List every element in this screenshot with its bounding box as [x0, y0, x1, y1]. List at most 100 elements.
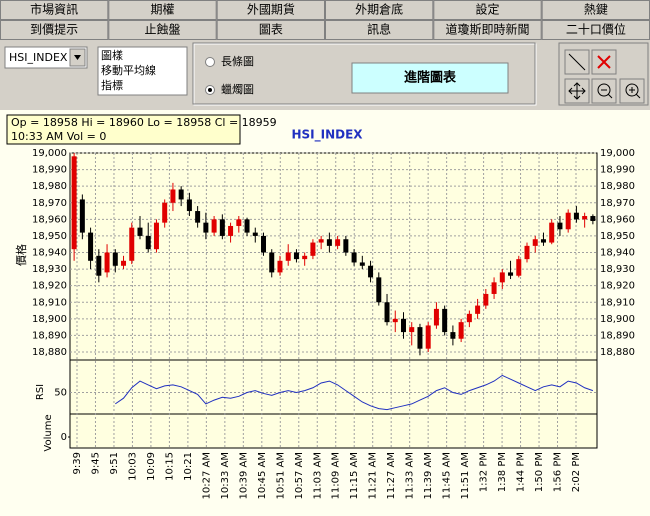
candle-body [318, 239, 324, 243]
candle-body [392, 318, 398, 323]
x-tick-label: 10:09 [146, 452, 157, 481]
x-tick-label: 9:39 [72, 452, 83, 474]
candle-body [458, 322, 464, 339]
candle-body [302, 255, 308, 260]
x-tick-label: 10:21 [183, 452, 194, 481]
candle-body [475, 305, 481, 314]
chart-title: HSI_INDEX [291, 128, 363, 143]
tab[interactable] [433, 0, 542, 20]
candle-body [335, 239, 341, 246]
candle-body [343, 239, 349, 253]
candle-body [491, 282, 497, 294]
y-tick-label: 18,900 [32, 314, 67, 325]
x-tick-label: 10:15 [164, 452, 175, 481]
x-tick-label: 10:03 [127, 452, 138, 481]
list-item[interactable]: 指標 [101, 78, 123, 92]
candle-body [409, 327, 415, 333]
icon [568, 53, 586, 71]
y-tick-label: 18,880 [32, 347, 67, 358]
candle-body [417, 327, 423, 349]
listbox[interactable] [97, 46, 188, 96]
icon [597, 83, 611, 97]
tab[interactable] [0, 20, 109, 40]
x-tick-label: 11:51 AM [460, 452, 471, 499]
tab-label[interactable]: 市場資訊 [30, 2, 78, 17]
tab-label[interactable]: 到價提示 [30, 22, 78, 37]
y2-tick-label: 18,940 [600, 248, 635, 259]
y-tick-label: 18,930 [32, 264, 67, 275]
candle-body [293, 252, 299, 260]
candle-body [549, 222, 555, 243]
tab-label[interactable]: 訊息 [367, 22, 391, 37]
candle-body [557, 222, 563, 230]
dropdown-arrow [74, 55, 81, 60]
tab[interactable] [0, 0, 109, 20]
tab[interactable] [433, 20, 542, 40]
symbol-dropdown[interactable] [4, 46, 88, 69]
candle-body [219, 219, 225, 236]
candle-body [121, 260, 127, 266]
button-label[interactable]: 進階圖表 [404, 70, 457, 86]
list-item[interactable]: 移動平均線 [101, 63, 156, 77]
candle-body [384, 302, 390, 323]
advanced-chart-button[interactable] [351, 62, 509, 94]
tab-label[interactable]: 外期倉底 [355, 2, 403, 17]
radio-label[interactable]: 長條圖 [221, 54, 254, 68]
y-tick-label: 18,980 [32, 181, 67, 192]
y2-tick-label: 18,950 [600, 231, 635, 242]
plot-area [69, 152, 598, 449]
info-line: Op = 18958 Hi = 18960 Lo = 18958 Cl = 18… [11, 116, 277, 129]
tab-label[interactable]: 止蝕盤 [144, 22, 180, 37]
candle-body [532, 239, 538, 246]
y-tick-label: 18,950 [32, 231, 67, 242]
list-item[interactable]: 圖樣 [101, 48, 123, 62]
tab[interactable] [108, 20, 217, 40]
radio[interactable] [205, 57, 215, 67]
candle-body [261, 235, 267, 253]
x-tick-label: 9:51 [109, 452, 120, 474]
candle-body [244, 219, 250, 233]
x-tick-label: 11:03 AM [312, 452, 323, 499]
candle-body [499, 272, 505, 283]
x-tick-label: 11:27 AM [386, 452, 397, 499]
tab[interactable] [216, 20, 326, 40]
group-frame [193, 43, 537, 106]
candle-body [104, 252, 110, 273]
candle-body [326, 239, 332, 246]
tab-label[interactable]: 二十口價位 [566, 22, 626, 37]
candle-body [277, 260, 283, 273]
candle-body [310, 242, 316, 256]
candle-body [433, 308, 439, 326]
tab-label[interactable]: 設定 [475, 2, 499, 17]
candle-body [376, 277, 382, 303]
y2-tick-label: 19,000 [600, 148, 635, 159]
tab[interactable] [325, 0, 434, 20]
candle-body [170, 189, 176, 203]
candle-body [540, 239, 546, 243]
tab-label[interactable]: 道瓊斯即時新聞 [445, 22, 529, 37]
candle-body [186, 199, 192, 212]
candle-body [112, 252, 118, 266]
icon [597, 55, 611, 69]
zoom-out-tool[interactable] [591, 78, 617, 104]
candle-body [442, 308, 448, 333]
radio-label[interactable]: 蠟燭圖 [221, 83, 254, 96]
tab[interactable] [216, 0, 326, 20]
candle-body [195, 211, 201, 223]
tab-label[interactable]: 圖表 [259, 23, 283, 37]
candle-body [524, 245, 530, 260]
candle-body [359, 262, 365, 266]
tab[interactable] [108, 0, 217, 20]
y2-tick-label: 18,890 [600, 330, 635, 341]
tab-label[interactable]: 熱鍵 [584, 2, 608, 17]
tab[interactable] [325, 20, 434, 40]
tab-label[interactable]: 外國期貨 [247, 2, 295, 17]
x-tick-label: 1:56 PM [553, 452, 564, 492]
rsi-label: RSI [35, 384, 46, 400]
x-tick-label: 1:44 PM [516, 452, 527, 492]
x-tick-label: 11:45 AM [442, 452, 453, 499]
tab-label[interactable]: 期權 [150, 3, 174, 17]
radio-dot [208, 88, 212, 92]
